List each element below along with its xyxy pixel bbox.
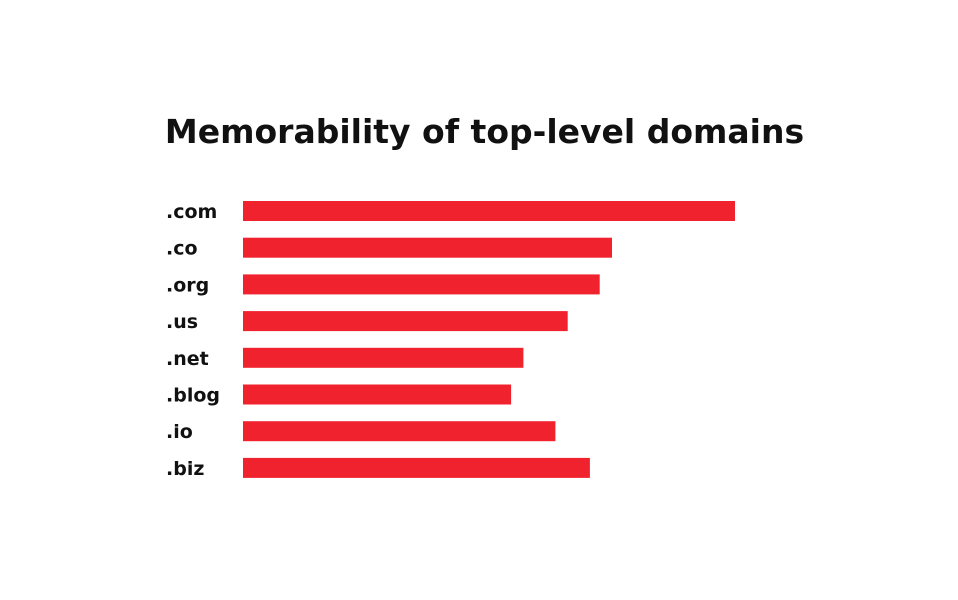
bar-io [243, 421, 556, 442]
bar-us [243, 311, 568, 332]
bar-biz [243, 457, 590, 478]
bar-net [243, 347, 524, 368]
bar-blog [243, 384, 512, 405]
category-label-org: .org [166, 274, 209, 296]
bar-co [243, 237, 612, 258]
category-label-net: .net [166, 348, 209, 370]
bar-org [243, 274, 600, 295]
category-label-com: .com [166, 201, 217, 223]
category-label-blog: .blog [166, 385, 220, 407]
category-label-biz: .biz [166, 458, 204, 480]
category-label-us: .us [166, 311, 198, 333]
category-label-co: .co [166, 238, 198, 260]
chart-title: Memorability of top-level domains [164, 112, 805, 151]
category-labels: .com .co .org .us .net .blog .io .biz [166, 201, 220, 480]
category-label-io: .io [166, 421, 193, 443]
bars [243, 201, 735, 478]
bar-com [243, 201, 735, 221]
